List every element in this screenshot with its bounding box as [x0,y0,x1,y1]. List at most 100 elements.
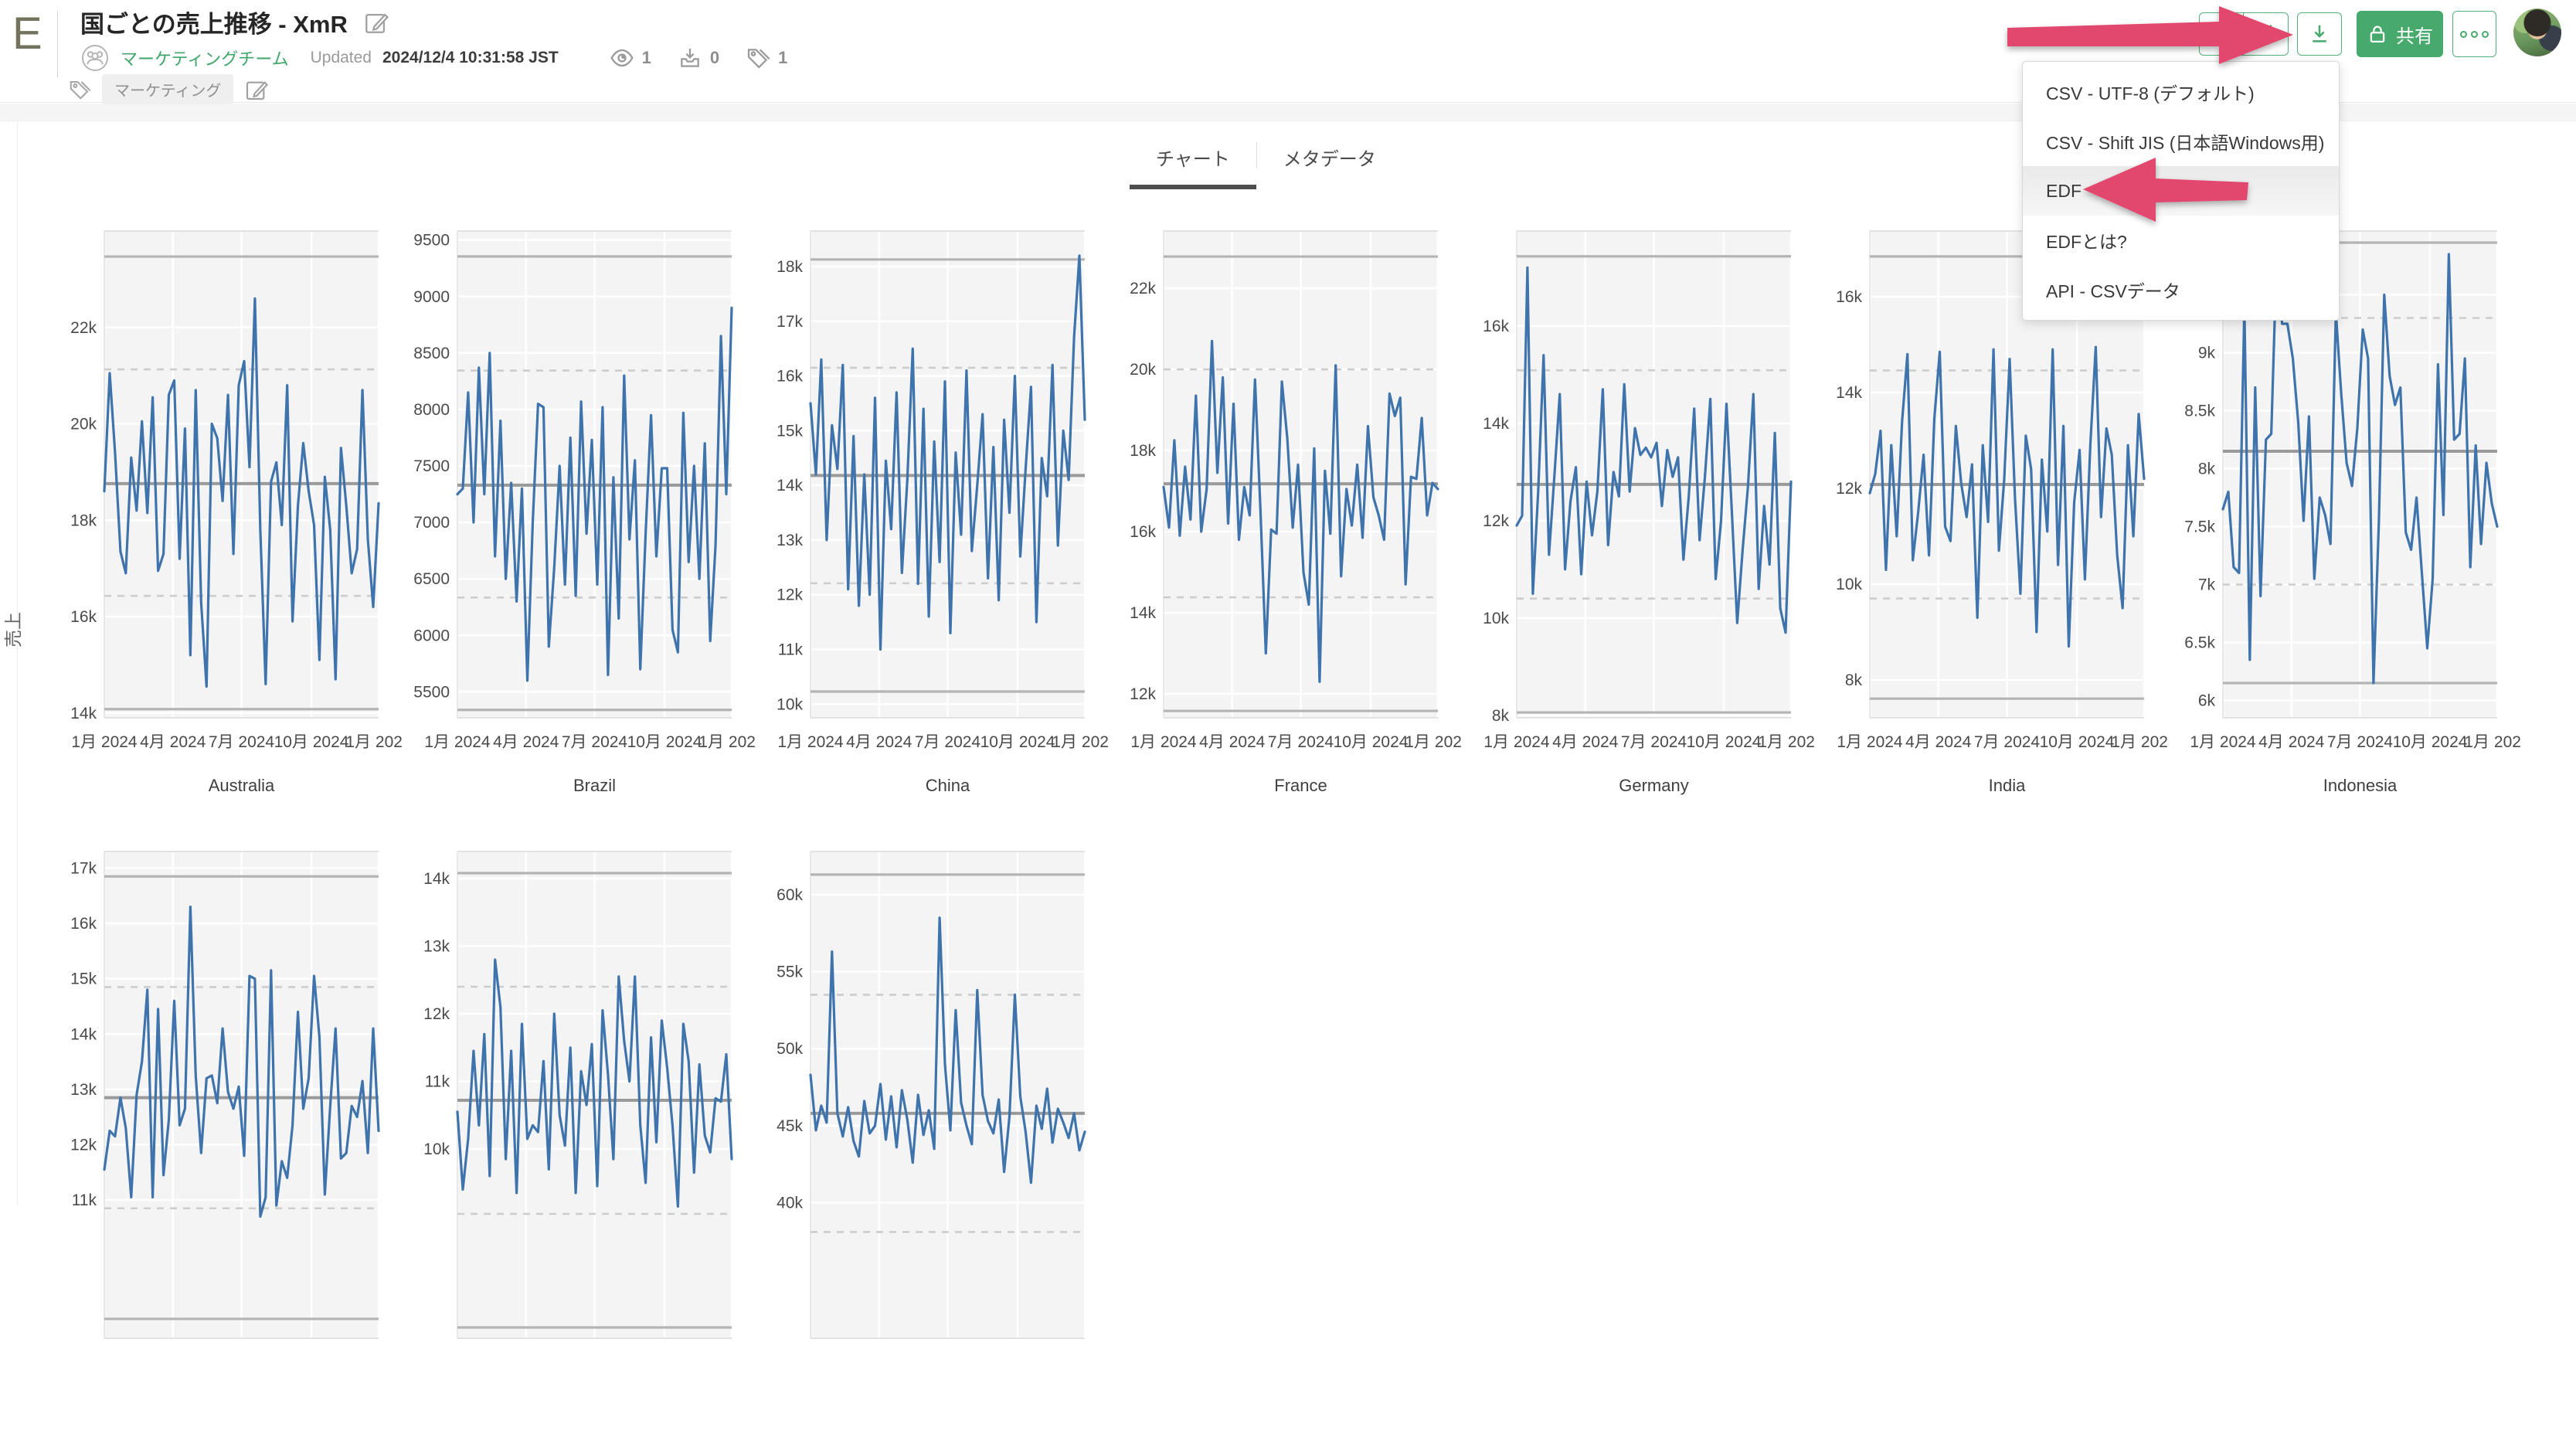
svg-text:6000: 6000 [413,627,450,644]
svg-text:China: China [926,776,970,795]
refresh-button[interactable] [2244,12,2289,56]
svg-text:7月 2024: 7月 2024 [915,733,981,751]
svg-text:4月 2024: 4月 2024 [1199,733,1266,751]
svg-text:6.5k: 6.5k [2184,634,2215,652]
tag-icon [68,78,91,101]
svg-text:20k: 20k [70,416,97,433]
tags-count: 1 [778,48,788,67]
svg-text:1月 2024: 1月 2024 [1837,733,1903,751]
svg-text:12k: 12k [777,586,803,604]
svg-text:10月 2024: 10月 2024 [2393,733,2468,751]
svg-text:12k: 12k [423,1005,450,1023]
svg-text:6k: 6k [2198,692,2216,710]
more-options-button[interactable] [2452,11,2496,57]
svg-text:Australia: Australia [209,776,275,795]
menu-item-4[interactable]: API - CSVデータ [2046,281,2180,301]
svg-text:Brazil: Brazil [573,776,616,795]
svg-text:14k: 14k [423,870,450,888]
chart-brazil: 9500 9000 8500 8000 7500 7000 6500 6000 5500 1月 2… [403,208,765,811]
svg-text:10月 2024: 10月 2024 [627,733,702,751]
svg-text:1月 2025: 1月 2025 [1758,733,1816,751]
left-rail-divider [17,104,18,1205]
svg-text:16k: 16k [1130,523,1156,541]
svg-text:18k: 18k [70,512,97,529]
svg-text:13k: 13k [70,1081,97,1099]
svg-text:13k: 13k [423,938,450,956]
svg-text:10k: 10k [1483,610,1509,627]
svg-text:11k: 11k [72,1191,97,1209]
svg-text:11k: 11k [778,641,804,659]
tab-chart[interactable]: チャート [1130,138,1256,189]
svg-text:9500: 9500 [413,232,450,250]
menu-item-3[interactable]: EDFとは? [2046,232,2127,252]
edit-dashboard-button[interactable] [2199,12,2244,56]
svg-text:7月 2024: 7月 2024 [562,733,628,751]
svg-text:50k: 50k [777,1040,803,1058]
svg-text:16k: 16k [70,608,97,626]
svg-text:1月 2024: 1月 2024 [777,733,844,751]
team-icon [80,43,110,73]
more-dot [2471,30,2478,38]
tags-icon [746,46,770,70]
tag-chip[interactable]: マーケティング [102,74,234,104]
svg-text:17k: 17k [777,313,803,331]
menu-item-1[interactable]: CSV - Shift JIS (日本語Windows用) [2046,133,2325,153]
download-button[interactable] [2297,12,2342,56]
svg-text:10月 2024: 10月 2024 [2040,733,2115,751]
edit-tags-icon[interactable] [244,77,269,102]
svg-text:8k: 8k [2198,461,2216,478]
share-button[interactable]: 共有 [2357,11,2443,57]
tab-metadata[interactable]: メタデータ [1283,149,1376,170]
svg-text:4月 2024: 4月 2024 [140,733,206,751]
svg-text:11k: 11k [425,1073,450,1091]
app-logo[interactable]: E [12,8,44,59]
menu-item-0[interactable]: CSV - UTF-8 (デフォルト) [2046,83,2255,104]
svg-text:22k: 22k [1130,280,1156,297]
updated-label: Updated [310,49,372,66]
share-button-label: 共有 [2396,25,2433,47]
edit-title-icon[interactable] [363,9,389,36]
chart-row2-1: 17k 16k 15k 14k 13k 12k 11k [50,828,403,1431]
svg-text:12k: 12k [1483,512,1509,530]
svg-text:16k: 16k [777,368,803,386]
svg-text:7k: 7k [2198,576,2216,594]
svg-text:10月 2024: 10月 2024 [274,733,349,751]
menu-item-2[interactable]: EDF [2023,166,2339,216]
svg-text:7月 2024: 7月 2024 [1268,733,1334,751]
tab-separator [1256,142,1257,168]
download-dropdown-menu: CSV - UTF-8 (デフォルト) CSV - Shift JIS (日本語W… [2022,61,2340,321]
user-avatar[interactable] [2513,8,2561,56]
svg-text:1月 2024: 1月 2024 [71,733,138,751]
chart-row2-2: 14k 13k 12k 11k 10k [403,828,756,1431]
svg-text:5500: 5500 [413,683,450,701]
toolbar-button-group [2199,12,2289,56]
svg-text:14k: 14k [1483,415,1509,433]
svg-text:14k: 14k [777,477,803,495]
svg-text:10月 2024: 10月 2024 [1334,733,1409,751]
svg-text:6500: 6500 [413,570,450,588]
svg-text:16k: 16k [1483,318,1509,335]
svg-text:12k: 12k [1836,480,1862,498]
svg-text:France: France [1274,776,1327,795]
svg-text:13k: 13k [777,532,803,549]
svg-text:18k: 18k [777,258,803,276]
svg-text:12k: 12k [70,1136,97,1154]
svg-text:7月 2024: 7月 2024 [209,733,275,751]
svg-text:8.5k: 8.5k [2184,403,2215,420]
svg-text:4月 2024: 4月 2024 [493,733,559,751]
svg-text:15k: 15k [70,970,97,988]
svg-text:16k: 16k [1836,288,1862,306]
svg-text:4月 2024: 4月 2024 [1552,733,1619,751]
svg-text:10月 2024: 10月 2024 [1687,733,1762,751]
svg-text:12k: 12k [1130,685,1156,703]
svg-text:7.5k: 7.5k [2184,518,2215,536]
lock-icon [2370,25,2385,43]
updated-timestamp: 2024/12/4 10:31:58 JST [382,49,559,66]
svg-text:20k: 20k [1130,361,1156,379]
svg-text:1月 2025: 1月 2025 [2464,733,2522,751]
svg-text:4月 2024: 4月 2024 [1905,733,1972,751]
svg-text:8500: 8500 [413,345,450,362]
svg-text:16k: 16k [70,915,97,933]
team-name-link[interactable]: マーケティングチーム [121,49,289,69]
svg-text:10月 2024: 10月 2024 [980,733,1055,751]
